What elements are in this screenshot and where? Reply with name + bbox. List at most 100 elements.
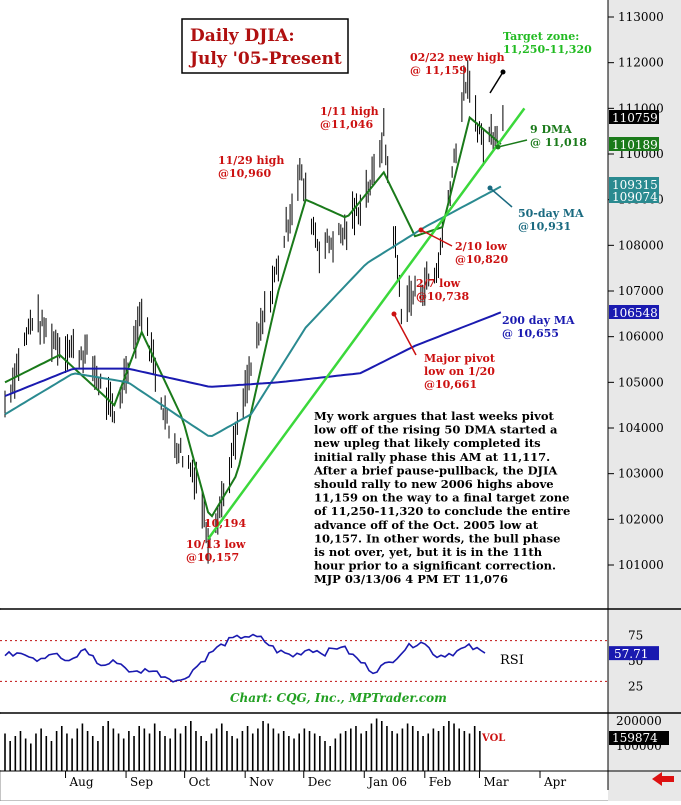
annotation-text: @ 10,655: [502, 327, 559, 340]
y-tick-label: 113000: [618, 10, 664, 24]
annotation-text: @ 11,159: [410, 64, 467, 77]
price-tag-label: 110189: [612, 138, 658, 152]
commentary-line: hour prior to a significant correction.: [314, 559, 556, 573]
rsi-tag-label: 57.71: [614, 647, 648, 661]
series-line-1: [4, 115, 502, 518]
chart-title-line-2: July '05-Present: [188, 49, 342, 69]
annotation-text: @10,157: [186, 551, 239, 564]
commentary-text: My work argues that last weeks pivotlow …: [313, 409, 570, 586]
annotation-text: 1/11 high: [320, 105, 379, 118]
annotation-text: @10,738: [416, 290, 469, 303]
commentary-line: 11,159 on the way to a final target zone: [314, 491, 569, 505]
y-tick-label: 103000: [618, 467, 664, 481]
x-tick-label: Aug: [69, 775, 94, 789]
annotation-text: 10/13 low: [186, 538, 246, 551]
commentary-line: should rally to new 2006 highs above: [314, 477, 554, 491]
price-tag: [609, 189, 659, 203]
chart-title-line-1: Daily DJIA:: [190, 26, 295, 46]
y-tick-label: 107000: [618, 284, 664, 298]
commentary-line: My work argues that last weeks pivot: [314, 409, 555, 423]
series-lines: [4, 107, 526, 540]
annotation-arrow-head: [487, 185, 493, 191]
annotation-text: 02/22 new high: [410, 51, 505, 64]
series-line-4: [207, 107, 526, 540]
price-tag: [609, 110, 659, 124]
commentary-line: initial rally phase this AM at 11,117.: [314, 450, 550, 464]
annotation-text: 11,250-11,320: [503, 43, 592, 56]
annotation-text: 10,194: [204, 517, 246, 530]
price-tag: [609, 305, 659, 319]
x-tick-label: Mar: [483, 775, 508, 789]
x-tick-label: Dec: [308, 775, 332, 789]
y-tick-label: 106000: [618, 330, 664, 344]
rsi-panel: [0, 610, 608, 712]
price-tag-label: 110759: [612, 111, 658, 125]
annotation-text: Target zone:: [503, 30, 579, 43]
annotation-arrow-head: [500, 69, 506, 75]
x-tick-label: Nov: [249, 775, 274, 789]
annotation-text: 11/29 high: [218, 154, 284, 167]
title-box: [181, 18, 349, 74]
commentary-line: low off of the rising 50 DMA started a: [314, 423, 558, 437]
price-tag: [609, 137, 659, 151]
y-tick-label: 112000: [618, 56, 664, 70]
x-tick-label: Sep: [130, 775, 153, 789]
price-tag-label: 106548: [612, 306, 658, 320]
x-tick-label: Feb: [429, 775, 452, 789]
annotation-arrow: [489, 71, 504, 94]
annotation-text: 2/10 low: [455, 240, 507, 253]
x-axis: Aug Sep Oct Nov Dec Jan 06 Feb Mar Apr: [65, 771, 566, 789]
commentary-line: After a brief pause-pullback, the DJIA: [313, 463, 558, 477]
left-arrow-icon[interactable]: [652, 772, 674, 786]
x-tick-label: Jan 06: [366, 775, 407, 789]
axis-strip: [608, 0, 681, 801]
x-tick-label: Apr: [543, 775, 566, 789]
annotation-arrow-head: [418, 227, 424, 233]
annotation-arrow: [420, 229, 453, 247]
annotation-arrow: [489, 187, 513, 208]
annotation-text: @ 11,018: [530, 136, 587, 149]
volume-tag: [609, 731, 669, 745]
y-tick-label: 101000: [618, 558, 664, 572]
price-tag-label: 109315: [612, 178, 658, 192]
annotation-text: @10,820: [455, 253, 508, 266]
rsi-line: [4, 633, 486, 683]
commentary-line: is not over, yet, but it is in the 11th: [314, 545, 543, 559]
y-tick-label: 102000: [618, 512, 664, 526]
rsi-tick-label: 25: [628, 680, 643, 694]
price-panel: [0, 0, 608, 608]
series-line-2: [4, 185, 502, 438]
commentary-line: MJP 03/13/06 4 PM ET 11,076: [314, 572, 508, 586]
annotation-arrow: [393, 313, 417, 356]
price-tag-label: 109074: [612, 190, 658, 204]
series-line-3: [4, 311, 502, 397]
annotation-arrow-head: [495, 144, 501, 150]
commentary-line: 10,157. In other words, the bull phase: [314, 531, 560, 545]
volume-tag-label: 159874: [612, 731, 658, 745]
annotation-text: 50-day MA: [518, 207, 584, 220]
volume-label: VOL: [481, 733, 505, 744]
rsi-tick-label: 75: [628, 629, 643, 643]
commentary-line: of 11,250-11,320 to conclude the entire: [314, 504, 570, 518]
annotation-text: 200 day MA: [502, 314, 575, 327]
rsi-label: RSI: [500, 653, 524, 668]
chart-credit: Chart: CQG, Inc., MPTrader.com: [230, 691, 447, 705]
volume-tick-label: 200000: [616, 714, 662, 728]
rsi-tag: [609, 646, 659, 661]
price-tag: [609, 177, 659, 191]
annotation-text: 9 DMA: [530, 123, 572, 136]
y-tick-label: 108000: [618, 238, 664, 252]
commentary-line: advance off of the Oct. 2005 low at: [314, 518, 539, 532]
annotation-text: 2/7 low: [416, 277, 461, 290]
x-tick-label: Oct: [189, 775, 211, 789]
annotation-text: @11,046: [320, 118, 373, 131]
y-tick-label: 104000: [618, 421, 664, 435]
annotation-text: @10,960: [218, 167, 271, 180]
annotation-text: Major pivot: [424, 352, 496, 365]
annotation-text: @10,661: [424, 378, 477, 391]
